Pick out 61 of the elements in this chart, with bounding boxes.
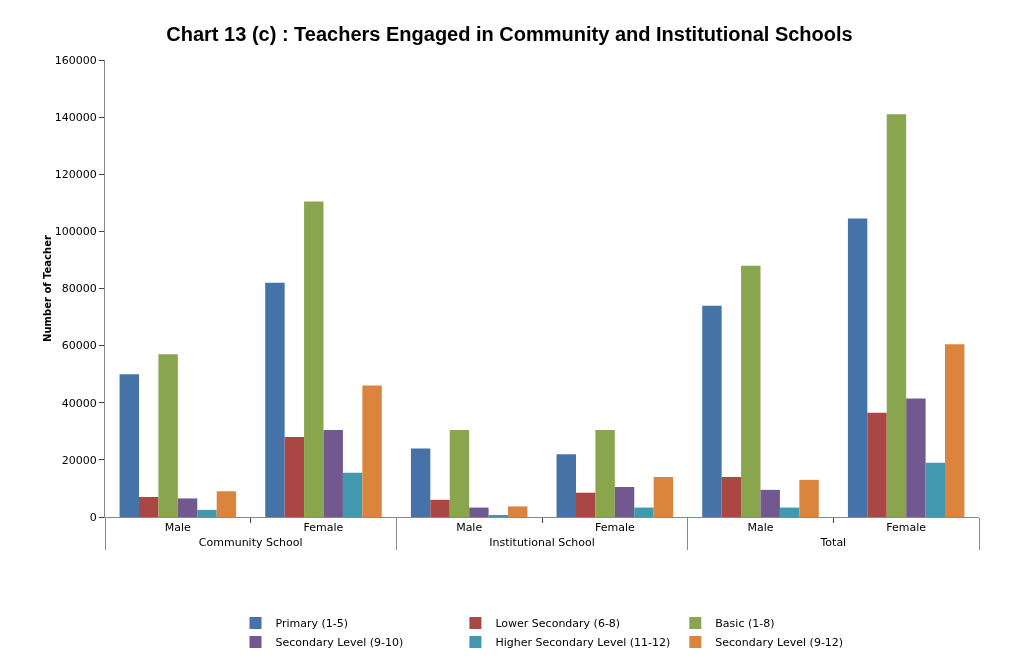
bar [177, 498, 198, 517]
bar [799, 479, 819, 517]
bar [925, 462, 946, 517]
bar [216, 491, 237, 517]
chart-title: Chart 13 (c) : Teachers Engaged in Community and Institutional Schools [166, 22, 853, 45]
legend-label: Secondary Level (9-10) [275, 636, 404, 650]
bar [508, 506, 528, 517]
bar [469, 507, 489, 517]
legend-label: Primary (1-5) [275, 617, 349, 631]
y-tick-label: 20000 [61, 453, 97, 467]
bar [342, 472, 363, 517]
bar [265, 282, 285, 517]
legend-label: Higher Secondary Level (11-12) [495, 636, 671, 650]
legend-label: Lower Secondary (6-8) [495, 617, 621, 631]
x-tick-label: Male [164, 521, 192, 535]
bar [741, 265, 761, 517]
y-tick-label: 140000 [54, 110, 97, 124]
bar [575, 492, 596, 517]
y-tick-label: 80000 [61, 282, 97, 296]
y-axis-title: Number of Teacher [41, 235, 53, 342]
bar [362, 385, 382, 517]
x-tick-label: Female [594, 521, 635, 535]
bar [614, 487, 635, 517]
bar [449, 429, 470, 517]
y-tick-label: 0 [89, 510, 97, 524]
bar [702, 305, 722, 517]
y-tick-label: 60000 [61, 339, 97, 353]
bar [634, 507, 654, 517]
x-tick-label: Male [747, 521, 774, 535]
bar [430, 499, 450, 517]
bar [556, 454, 576, 517]
bar [138, 497, 159, 517]
y-tick-label: 160000 [54, 53, 97, 67]
legend-label: Secondary Level (9-12) [715, 636, 844, 650]
bar [158, 354, 178, 517]
x-tick-label: Female [886, 521, 927, 535]
bar [760, 489, 780, 517]
bar [867, 412, 887, 517]
bar [886, 114, 907, 517]
y-tick-label: 120000 [54, 168, 97, 182]
bar [304, 201, 324, 517]
bar [847, 218, 868, 517]
bar [595, 429, 615, 517]
y-tick-label: 100000 [54, 225, 97, 239]
bar [721, 477, 742, 517]
bar [197, 509, 217, 517]
bar [323, 429, 343, 517]
x-tick-label: Male [456, 521, 483, 535]
x-tick-label: Female [303, 521, 344, 535]
bar [653, 477, 674, 517]
y-tick-label: 40000 [61, 396, 97, 410]
bar [779, 507, 800, 517]
bar [284, 437, 305, 517]
bar [119, 374, 139, 517]
bar [945, 344, 965, 517]
bar [906, 398, 926, 517]
text: Institutional School [489, 536, 595, 550]
text: Community School [198, 536, 303, 550]
text: Total [819, 536, 847, 550]
bar [410, 448, 431, 517]
legend-label: Basic (1-8) [715, 617, 775, 631]
